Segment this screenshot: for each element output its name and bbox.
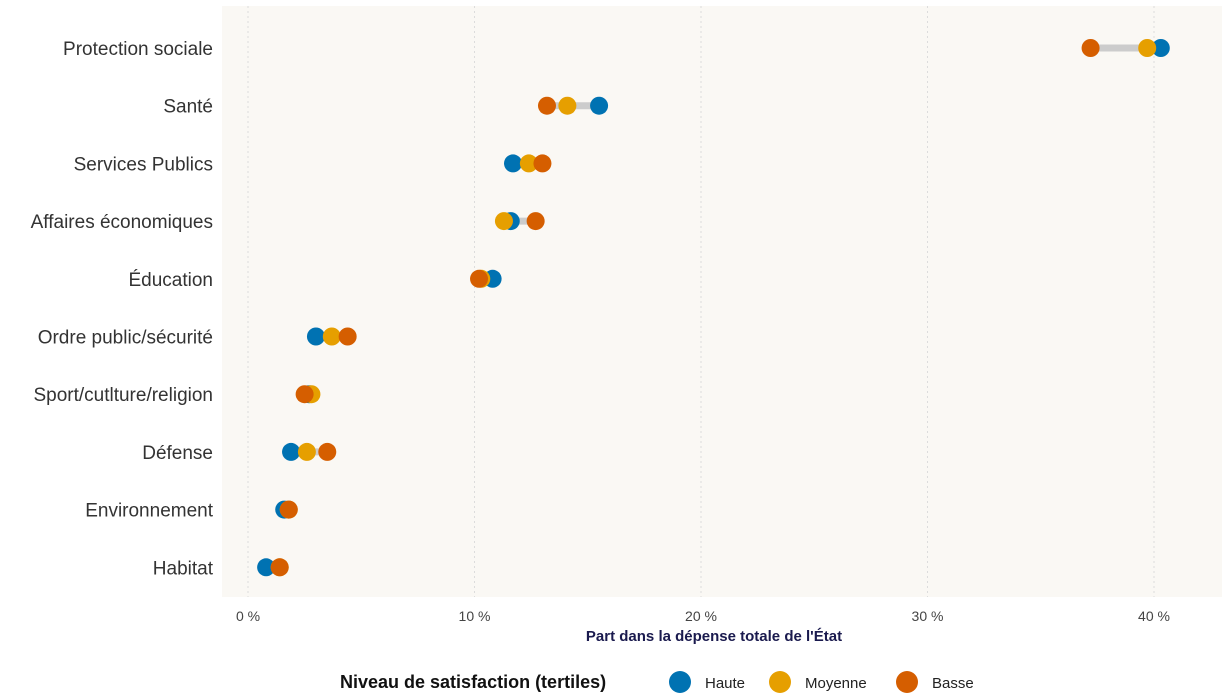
data-point — [558, 96, 577, 115]
legend-label: Haute — [705, 675, 745, 692]
legend-label: Basse — [932, 675, 974, 692]
legend-title: Niveau de satisfaction (tertiles) — [340, 672, 606, 692]
category-label: Protection sociale — [63, 39, 213, 60]
legend: Niveau de satisfaction (tertiles) Haute Mo… — [340, 671, 974, 693]
data-point — [537, 96, 556, 115]
x-axis-title: Part dans la dépense totale de l'État — [586, 628, 842, 645]
category-label: Services Publics — [74, 154, 213, 175]
x-tick-label: 30 % — [912, 608, 944, 624]
data-point — [1081, 39, 1100, 57]
y-axis-labels: Protection sociale Santé Services Publics A… — [31, 39, 214, 579]
plot-panel — [222, 6, 1222, 597]
category-label: Sport/cutlture/religion — [33, 385, 213, 406]
category-label: Ordre public/sécurité — [38, 328, 213, 349]
legend-marker — [769, 671, 791, 693]
data-point — [338, 327, 357, 346]
x-tick-label: 20 % — [685, 608, 717, 624]
data-points — [257, 39, 1170, 577]
data-point — [282, 442, 301, 461]
data-point — [533, 154, 552, 173]
data-point — [494, 212, 513, 231]
x-tick-label: 10 % — [459, 608, 491, 624]
x-axis-ticks: 0 % 10 % 20 % 30 % 40 % — [236, 608, 1170, 624]
data-point — [257, 558, 276, 577]
data-point — [1138, 39, 1157, 57]
data-point — [519, 154, 538, 173]
x-tick-label: 0 % — [236, 608, 260, 624]
category-label: Habitat — [153, 558, 214, 579]
data-point — [270, 558, 289, 577]
data-point — [318, 442, 337, 461]
legend-marker — [896, 671, 918, 693]
legend-label: Moyenne — [805, 675, 867, 692]
data-point — [322, 327, 341, 346]
category-label: Éducation — [128, 270, 213, 291]
data-point — [526, 212, 545, 231]
data-point — [1151, 39, 1170, 57]
data-point — [504, 154, 523, 173]
x-tick-label: 40 % — [1138, 608, 1170, 624]
data-point — [590, 96, 609, 115]
category-label: Défense — [142, 443, 213, 464]
data-point — [295, 385, 314, 404]
category-label: Santé — [163, 97, 213, 118]
data-point — [279, 500, 298, 519]
data-point — [306, 327, 325, 346]
grid-lines — [247, 6, 1155, 597]
category-label: Affaires économiques — [31, 212, 213, 233]
data-point — [297, 442, 316, 461]
legend-marker — [669, 671, 691, 693]
data-point — [470, 269, 489, 288]
category-label: Environnement — [85, 501, 214, 522]
